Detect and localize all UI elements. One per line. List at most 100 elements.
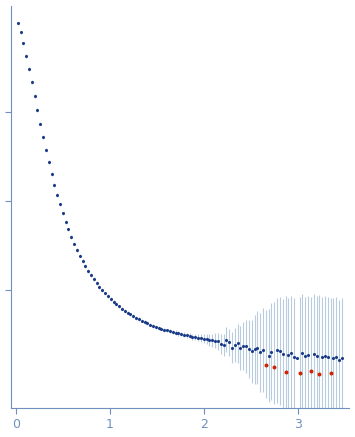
Point: [15, 20, 21, 27]
Point: [142, 319, 147, 326]
Point: [218, 340, 224, 347]
Point: [122, 307, 128, 314]
Point: [54, 191, 60, 198]
Point: [232, 341, 237, 348]
Point: [91, 276, 97, 283]
Point: [51, 181, 57, 188]
Point: [69, 233, 74, 240]
Point: [311, 350, 317, 357]
Point: [128, 311, 133, 318]
Point: [88, 272, 94, 279]
Point: [336, 356, 342, 363]
Point: [280, 350, 285, 357]
Point: [237, 344, 243, 351]
Point: [150, 322, 156, 329]
Point: [71, 240, 77, 247]
Point: [187, 333, 192, 340]
Point: [102, 290, 108, 297]
Point: [21, 40, 26, 47]
Point: [80, 257, 85, 264]
Point: [77, 252, 83, 259]
Point: [207, 336, 212, 343]
Point: [328, 369, 333, 376]
Point: [74, 246, 80, 253]
Point: [221, 341, 226, 348]
Point: [82, 263, 88, 270]
Point: [26, 65, 32, 72]
Point: [43, 146, 49, 153]
Point: [226, 339, 232, 346]
Point: [18, 29, 23, 36]
Point: [266, 352, 272, 359]
Point: [105, 293, 111, 300]
Point: [322, 352, 328, 359]
Point: [173, 329, 179, 336]
Point: [170, 329, 176, 336]
Point: [305, 351, 311, 358]
Point: [34, 106, 40, 113]
Point: [209, 337, 215, 344]
Point: [114, 301, 119, 308]
Point: [331, 355, 336, 362]
Point: [240, 342, 246, 349]
Point: [156, 324, 162, 331]
Point: [49, 170, 54, 177]
Point: [46, 159, 51, 166]
Point: [111, 298, 116, 305]
Point: [94, 280, 99, 287]
Point: [130, 313, 136, 320]
Point: [198, 335, 204, 342]
Point: [136, 316, 142, 323]
Point: [60, 210, 66, 217]
Point: [255, 344, 260, 351]
Point: [29, 79, 35, 86]
Point: [215, 338, 221, 345]
Point: [229, 344, 235, 351]
Point: [164, 327, 170, 334]
Point: [119, 305, 125, 312]
Point: [333, 354, 339, 361]
Point: [201, 335, 207, 342]
Point: [294, 355, 300, 362]
Point: [133, 314, 139, 321]
Point: [320, 354, 325, 361]
Point: [139, 317, 144, 324]
Point: [99, 287, 105, 294]
Point: [190, 333, 195, 340]
Point: [257, 349, 263, 356]
Point: [176, 330, 181, 337]
Point: [162, 326, 167, 333]
Point: [192, 333, 198, 340]
Point: [184, 332, 190, 339]
Point: [167, 328, 173, 335]
Point: [300, 350, 305, 357]
Point: [195, 334, 201, 341]
Point: [147, 321, 153, 328]
Point: [224, 336, 229, 343]
Point: [274, 347, 280, 354]
Point: [246, 345, 252, 352]
Point: [125, 309, 131, 316]
Point: [144, 320, 150, 327]
Point: [57, 201, 63, 208]
Point: [288, 350, 294, 357]
Point: [108, 296, 114, 303]
Point: [285, 351, 291, 358]
Point: [97, 283, 102, 290]
Point: [291, 353, 297, 360]
Point: [297, 370, 302, 377]
Point: [63, 218, 69, 225]
Point: [260, 346, 266, 353]
Point: [339, 355, 345, 362]
Point: [317, 371, 322, 378]
Point: [66, 226, 71, 233]
Point: [159, 325, 164, 332]
Point: [181, 331, 187, 338]
Point: [325, 353, 331, 360]
Point: [116, 303, 122, 310]
Point: [302, 352, 308, 359]
Point: [263, 361, 269, 368]
Point: [252, 346, 257, 353]
Point: [269, 348, 274, 355]
Point: [272, 363, 277, 370]
